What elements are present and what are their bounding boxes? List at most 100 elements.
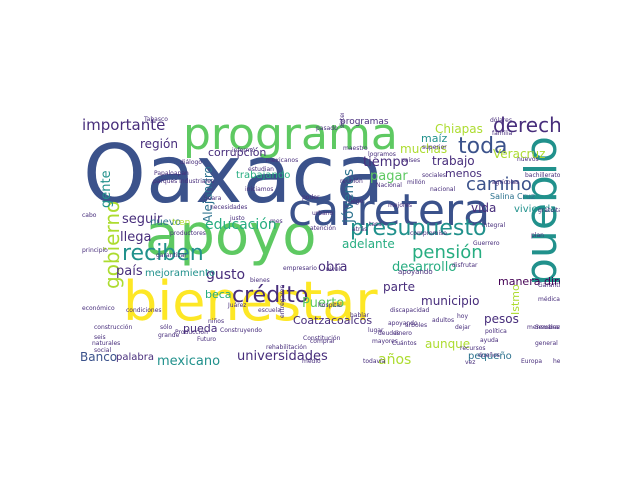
word-34: gusto <box>206 267 246 283</box>
word-80: millón <box>407 179 426 186</box>
word-23: país <box>116 264 143 279</box>
word-121: atrás <box>352 226 368 233</box>
word-94: Seara <box>204 195 222 202</box>
word-35: obra <box>318 260 348 275</box>
word-60: apoyando <box>398 268 433 276</box>
word-93: parques industriales <box>153 178 215 185</box>
word-38: años <box>378 352 412 368</box>
word-115: gratuita <box>538 207 560 214</box>
word-27: región <box>140 137 178 151</box>
word-4: programa <box>183 113 398 160</box>
word-73: mayores <box>372 338 398 345</box>
word-85: construcción <box>94 324 133 331</box>
word-88: naturales <box>92 340 121 347</box>
word-136: dueños <box>478 352 500 359</box>
word-141: discapacidad <box>390 307 430 314</box>
word-48: trabajo <box>432 154 475 168</box>
word-69: hecho <box>553 358 560 365</box>
word-54: pesos <box>484 312 519 326</box>
word-83: dinero <box>393 330 412 337</box>
word-95: niños <box>208 318 225 325</box>
word-105: estudian <box>248 166 274 173</box>
word-32: tren <box>172 218 191 228</box>
word-61: Salina Cruz <box>490 192 536 201</box>
word-42: adelante <box>342 237 395 251</box>
word-114: política <box>485 328 507 335</box>
word-149: bachillerato <box>525 172 560 179</box>
word-33: pueda <box>183 322 218 335</box>
word-68: Europa <box>521 358 543 365</box>
word-152: medio <box>302 358 321 365</box>
word-135: ayuda <box>480 337 499 344</box>
word-62: programas <box>340 117 389 127</box>
word-28: corrupción <box>208 146 267 159</box>
wordcloud: Oaxaca bienestar apoyo programa carretera pue… <box>80 113 560 368</box>
word-127: Construyendo <box>220 327 262 334</box>
word-64: dólares <box>490 117 512 124</box>
word-82: recursos <box>460 345 486 352</box>
word-102: Cuántos <box>392 340 417 347</box>
word-44: vida <box>471 201 497 215</box>
word-20: universidades <box>237 349 328 364</box>
word-72: comprar <box>310 338 336 345</box>
word-118: dejar <box>455 324 471 331</box>
word-98: Juárez <box>228 302 247 309</box>
word-1: Oaxaca <box>83 128 385 221</box>
word-2: bienestar <box>123 270 378 333</box>
word-78: superior <box>422 144 447 151</box>
word-10: crédito <box>232 283 309 308</box>
word-99: atención <box>310 225 336 232</box>
word-9: reciben <box>122 241 204 266</box>
word-43: parte <box>383 280 415 294</box>
word-47: muchas <box>400 142 448 156</box>
word-56: vivienda <box>514 204 557 215</box>
word-76: familia <box>492 130 513 137</box>
word-65: Tabasco <box>144 116 168 123</box>
word-155: riego <box>348 198 364 205</box>
word-13: camino <box>466 174 532 195</box>
word-41: municipio <box>421 294 480 308</box>
word-110: plan <box>531 232 544 239</box>
word-81: sociales <box>422 172 446 179</box>
word-67: Guerrero <box>473 240 500 247</box>
word-77: médica <box>538 296 560 303</box>
word-55: manera directa <box>498 275 560 288</box>
word-117: hoy <box>457 313 469 320</box>
word-128: condiciones <box>126 307 162 314</box>
word-49: menos <box>445 167 482 180</box>
word-122: poder <box>302 194 320 201</box>
word-96: sólo <box>160 324 173 331</box>
word-84: todavía <box>363 358 386 365</box>
word-116: mes <box>270 218 283 225</box>
word-124: logramos <box>368 151 396 158</box>
word-25: seguir <box>122 212 163 227</box>
word-142: urbano <box>312 210 334 217</box>
word-139: hablar <box>350 312 370 319</box>
word-37: Coatzacoalcos <box>293 314 373 327</box>
word-71: Producción <box>175 329 208 336</box>
word-151: rehabilitación <box>266 344 307 351</box>
word-52: Veracruz <box>493 147 546 161</box>
word-137: vez <box>465 359 476 366</box>
word-58: mejoramiento <box>145 268 216 279</box>
word-86: social <box>94 347 112 354</box>
word-53: Istmo <box>509 284 522 315</box>
word-132: disfrutar <box>452 262 478 269</box>
word-57: pequeño <box>468 351 512 362</box>
word-90: cabo <box>82 212 97 219</box>
word-144: integral <box>482 222 506 229</box>
word-59: palabra <box>116 352 154 363</box>
word-3: apoyo <box>145 203 317 268</box>
word-30: beca <box>205 288 232 301</box>
word-75: adultos <box>432 317 455 324</box>
word-154: nuevos <box>517 156 539 163</box>
word-104: pasado <box>316 125 338 132</box>
word-45: pagar <box>370 169 408 184</box>
word-31: nuevo <box>150 217 181 228</box>
word-125: países <box>401 157 421 164</box>
word-5: carretera <box>288 185 491 236</box>
word-111: Sembrando <box>535 324 560 331</box>
word-92: informó <box>232 147 256 154</box>
word-39: aunque <box>425 337 471 351</box>
